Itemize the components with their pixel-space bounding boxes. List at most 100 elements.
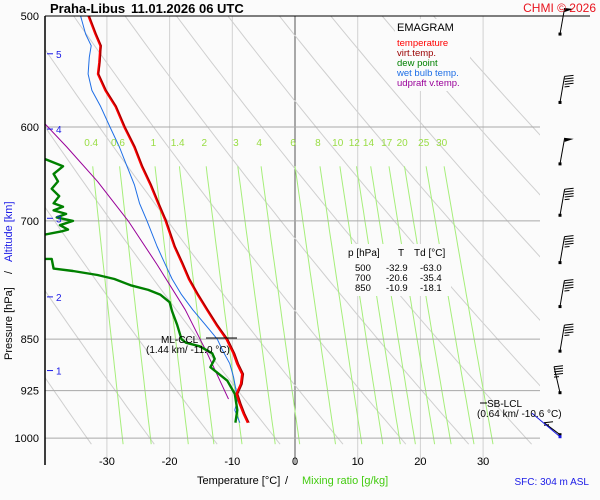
legend-item-temperature: temperature <box>397 38 448 49</box>
dry-adiabat-line <box>73 16 407 445</box>
wind-barb-feather <box>564 323 574 326</box>
mixing-ratio-label: 30 <box>436 138 448 149</box>
wind-barb-staff <box>559 189 566 216</box>
series-line-temperature <box>87 16 250 424</box>
pressure-tick-label: 1000 <box>15 433 39 445</box>
altitude-tick-label: 3 <box>56 214 62 225</box>
dry-adiabat-line <box>330 16 540 258</box>
wind-barb-feather <box>564 235 574 238</box>
wind-barb-pennant <box>564 137 574 142</box>
wind-barb-staff <box>559 137 566 164</box>
wind-barb-feather <box>564 187 574 190</box>
wind-barb-station <box>558 213 562 217</box>
surface-wind-vector <box>531 412 561 438</box>
table-cell-td: -35.4 <box>420 273 442 284</box>
legend-item-wet-bulb: wet bulb temp. <box>396 68 459 79</box>
wind-barb-staff <box>553 366 561 393</box>
dry-adiabat-line <box>45 289 155 445</box>
mixing-ratio-label: 1 <box>151 138 157 149</box>
legend-item-dew-point: dew point <box>397 58 438 69</box>
wind-barb-staff <box>543 422 561 436</box>
mixing-ratio-line <box>154 166 189 445</box>
wind-barb-staff <box>559 7 566 35</box>
sb-lcl-values: (0.64 km/ -10.6 °C) <box>477 409 562 420</box>
dry-adiabat-line <box>432 16 540 136</box>
wind-barb-station <box>558 433 562 437</box>
table-cell-td: -63.0 <box>420 263 442 274</box>
dry-adiabat-line <box>175 16 532 445</box>
temperature-tick-label: 10 <box>352 456 364 468</box>
dry-adiabat-line <box>45 48 344 445</box>
mixing-ratio-label: 17 <box>381 138 393 149</box>
dry-adiabat-line <box>45 125 281 445</box>
wind-barb <box>558 187 574 217</box>
wind-barb-feather <box>564 195 574 198</box>
xlabel-separator: / <box>285 475 289 487</box>
dry-adiabat-line <box>124 16 470 445</box>
wind-barb-half-feather <box>564 289 570 292</box>
wind-barb <box>553 365 564 395</box>
table-header-t: T <box>398 248 404 259</box>
dry-adiabat-line <box>45 376 92 445</box>
wind-barb-feather <box>564 192 574 195</box>
mixing-ratio-label: 1.4 <box>171 138 185 149</box>
wind-barb-feather <box>564 284 574 287</box>
pressure-tick-label: 925 <box>21 386 39 398</box>
dry-adiabat-line <box>381 16 540 196</box>
mixing-ratio-lines <box>92 166 494 445</box>
wind-barb-feather <box>564 331 574 334</box>
wind-barb-feather <box>553 367 564 370</box>
series-line-dew-point-upper <box>45 157 75 236</box>
axes: 0.4 0.6 1 1.4 2 3 4 6 8 10 12 14 17 20 25 3050060070085… <box>15 11 590 468</box>
wind-barb-feather <box>564 190 574 193</box>
temperature-tick-label: 20 <box>414 456 426 468</box>
mixing-ratio-line <box>178 166 215 445</box>
altitude-tick-label: 2 <box>56 293 62 304</box>
wind-barb-station <box>558 32 562 36</box>
dry-adiabat-lines <box>45 16 540 445</box>
wind-barbs <box>531 7 574 439</box>
wind-barb <box>558 279 574 309</box>
wind-barb-feather <box>564 326 574 329</box>
mixing-ratio-label: 20 <box>397 138 409 149</box>
table-row: 700 -20.6 -35.4 <box>355 273 442 284</box>
mixing-ratio-label: 0.4 <box>84 138 98 149</box>
wind-barb-staff <box>559 236 566 263</box>
mixing-ratio-line <box>319 166 363 445</box>
legend-item-updraft: udpraft v.temp. <box>397 78 460 89</box>
altitude-tick-label: 5 <box>56 50 62 61</box>
ml-ccl-values: (1.44 km/ -11.0 °C) <box>146 345 230 356</box>
wind-barb-feather <box>564 242 574 245</box>
wind-barb <box>558 7 574 36</box>
table-row: 850 -10.9 -18.1 <box>355 283 442 294</box>
mixing-ratio-label: 6 <box>290 138 296 149</box>
wind-barb-staff <box>559 325 565 352</box>
wind-barb-feather <box>564 281 574 284</box>
temperature-tick-label: 30 <box>477 456 489 468</box>
temperature-tick-label: -10 <box>224 456 240 468</box>
xlabel-temperature: Temperature [°C] <box>197 475 280 487</box>
wind-barb-half-feather <box>564 198 570 201</box>
wind-barb-feather <box>554 370 564 373</box>
wind-barb-station <box>558 261 562 265</box>
wind-barb-half-feather <box>564 246 570 248</box>
isobar-grid <box>45 126 540 439</box>
wind-barb <box>558 323 574 353</box>
mixing-ratio-label: 2 <box>202 138 208 149</box>
surface-wind-station <box>558 435 562 439</box>
dry-adiabat-line <box>278 16 540 321</box>
series-line-dew-point <box>45 257 239 423</box>
altitude-tick-label: 1 <box>56 367 62 378</box>
profile-series <box>45 16 250 424</box>
wind-barb-feather <box>564 82 574 85</box>
table-cell-p: 500 <box>355 263 371 274</box>
mixing-ratio-line <box>260 166 301 445</box>
temperature-tick-label: 0 <box>292 456 298 468</box>
mixing-ratio-line <box>443 166 494 445</box>
legend-box <box>395 19 470 91</box>
series-line-wet-bulb-temp <box>80 16 241 423</box>
wind-barb-feather <box>564 80 574 83</box>
mixing-ratio-label: 25 <box>418 138 430 149</box>
mixing-ratio-line <box>425 166 475 445</box>
